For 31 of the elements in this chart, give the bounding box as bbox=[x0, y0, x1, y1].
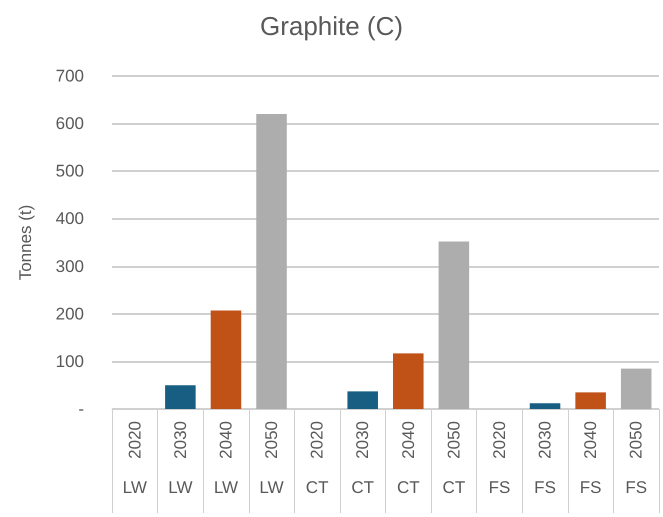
category-label: 2020 FS bbox=[488, 421, 510, 497]
y-tick-label: 300 bbox=[56, 256, 84, 276]
category-label: 2040 LW bbox=[214, 421, 238, 497]
bar bbox=[530, 403, 560, 409]
y-tick-label: - bbox=[78, 400, 84, 418]
category-label: 2050 LW bbox=[259, 421, 284, 497]
bar bbox=[438, 242, 470, 409]
category-label: 2030 LW bbox=[168, 421, 192, 497]
category-label: 2050 CT bbox=[442, 421, 466, 497]
y-tick-label: 200 bbox=[56, 304, 84, 324]
y-tick-label: 700 bbox=[56, 66, 84, 86]
y-tick-label: 400 bbox=[56, 209, 84, 228]
y-tick-label: 500 bbox=[56, 162, 84, 181]
bar bbox=[347, 391, 378, 409]
y-tick-label: 600 bbox=[56, 114, 84, 134]
category-label: 2030 CT bbox=[351, 421, 374, 497]
bar bbox=[393, 353, 424, 409]
category-label: 2050 FS bbox=[625, 421, 648, 497]
bar bbox=[620, 368, 652, 409]
bar bbox=[256, 114, 287, 409]
category-label: 2040 CT bbox=[396, 421, 420, 497]
bar bbox=[165, 385, 196, 409]
y-tick-label: 100 bbox=[56, 352, 84, 371]
bar bbox=[575, 392, 606, 409]
chart-title: Graphite (C) bbox=[260, 11, 404, 41]
y-axis-title: Tonnes (t) bbox=[16, 204, 35, 280]
category-label: 2030 FS bbox=[534, 421, 556, 497]
bar bbox=[210, 310, 242, 409]
category-label: 2040 FS bbox=[580, 421, 602, 497]
category-label: 2020 LW bbox=[122, 421, 147, 497]
category-label: 2020 CT bbox=[306, 421, 328, 497]
